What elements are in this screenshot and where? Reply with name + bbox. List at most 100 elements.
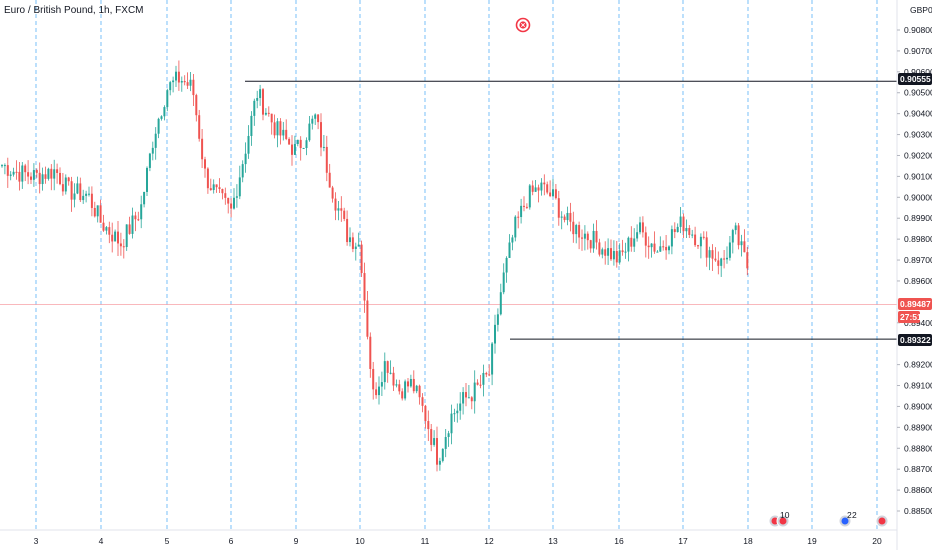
economic-event-badge-3[interactable] [875, 514, 889, 528]
candle-body [386, 361, 389, 373]
candle-body [479, 384, 482, 386]
economic-event-badge-1[interactable]: 10 [768, 510, 790, 528]
candle-body [607, 248, 610, 256]
candle-body [482, 372, 485, 385]
candle-body [563, 216, 566, 221]
candle-body [740, 241, 743, 246]
candle-body [447, 433, 450, 438]
candle-body [50, 168, 53, 179]
candle-body [441, 448, 444, 461]
economic-event-badge-2[interactable]: 2 2 [838, 510, 857, 528]
candle-body [230, 203, 233, 209]
candle-body [415, 385, 418, 392]
close-icon[interactable] [515, 17, 531, 33]
svg-text:2: 2 [852, 510, 857, 520]
x-tick-label: 11 [421, 536, 430, 546]
candle-body [694, 234, 697, 246]
candle-body [349, 237, 351, 243]
y-tick-label: 0.88800 [904, 443, 932, 453]
candle-body [499, 292, 502, 315]
candle-body [407, 381, 409, 387]
candle-body [88, 193, 90, 195]
candle-body [670, 229, 673, 247]
candle-body [82, 195, 85, 201]
candle-body [644, 232, 647, 246]
candle-body [224, 193, 227, 198]
candle-body [421, 397, 424, 406]
candle-body [583, 233, 586, 239]
y-tick-label: 0.89000 [904, 401, 932, 411]
candle-body [601, 249, 604, 255]
candle-body [543, 182, 546, 185]
time-axis[interactable]: 3 4 5 6 9 10 11 12 13 16 17 18 19 20 [34, 536, 882, 546]
candle-body [276, 121, 279, 136]
candle-body [697, 245, 699, 247]
candle-body [372, 368, 375, 390]
candle-body [476, 382, 479, 385]
candle-body [615, 250, 618, 263]
currency-label: GBP [910, 5, 928, 15]
candle-body [322, 146, 325, 148]
candle-body [537, 187, 540, 191]
candle-body [494, 324, 496, 344]
candle-body [572, 221, 575, 235]
candle-body [241, 164, 244, 178]
candle-body [253, 100, 256, 116]
candle-body [189, 79, 192, 86]
candle-body [682, 216, 685, 232]
candle-body [409, 378, 412, 387]
candle-body [485, 372, 488, 375]
price-axis-bg [897, 0, 932, 550]
candle-body [673, 229, 676, 233]
candle-body [723, 258, 726, 260]
currency-menu-icon[interactable]: 0 [928, 5, 932, 15]
candle-body [659, 246, 662, 252]
y-tick-label: 0.90800 [904, 25, 932, 35]
candle-body [589, 240, 592, 249]
candle-body [291, 144, 293, 155]
candle-body [96, 205, 99, 217]
candle-body [531, 185, 534, 192]
candle-body [340, 208, 343, 211]
candle-body [357, 244, 360, 247]
price-axis[interactable]: 0.90800 0.90700 0.90600 0.90500 0.90400 0.903… [897, 25, 932, 516]
candle-body [711, 250, 714, 259]
candle-body [175, 71, 177, 81]
x-tick-label: 13 [548, 536, 558, 546]
x-tick-label: 17 [678, 536, 688, 546]
candle-body [639, 222, 641, 233]
candle-body [76, 183, 79, 194]
svg-text:2: 2 [847, 510, 852, 520]
y-tick-label: 0.89600 [904, 276, 932, 286]
candle-body [73, 193, 76, 200]
candle-body [151, 147, 154, 154]
candle-body [647, 245, 650, 248]
candle-body [293, 143, 296, 155]
candle-body [610, 248, 612, 260]
candle-body [641, 222, 644, 233]
candle-body [436, 438, 438, 465]
candle-body [366, 300, 369, 337]
candle-body [549, 192, 552, 197]
candle-body [552, 189, 554, 197]
candle-body [743, 241, 746, 253]
candle-body [699, 236, 702, 247]
candle-body [18, 171, 21, 182]
candle-body [3, 165, 6, 167]
x-tick-label: 4 [99, 536, 104, 546]
candle-body [508, 242, 511, 258]
candle-body [53, 169, 56, 179]
candle-body [227, 197, 230, 204]
candle-body [630, 237, 633, 247]
candle-body [325, 146, 328, 173]
candle-body [247, 135, 250, 154]
candle-body [502, 272, 505, 293]
candle-body [662, 246, 665, 248]
candle-body [279, 121, 282, 136]
candle-body [665, 246, 668, 251]
candle-body [99, 205, 102, 223]
candle-body [218, 187, 221, 189]
candle-body [21, 165, 24, 182]
